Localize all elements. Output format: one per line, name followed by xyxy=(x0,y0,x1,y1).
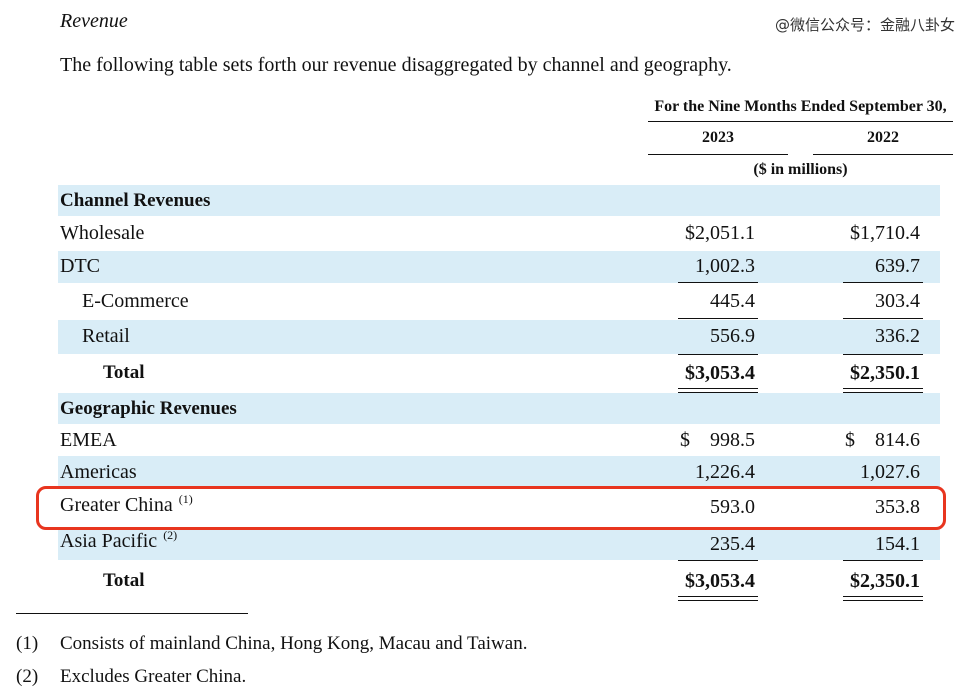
period-header: For the Nine Months Ended September 30, xyxy=(654,98,947,115)
dtc-2023: 1,002.3 xyxy=(695,255,755,277)
footnote-2-text: Excludes Greater China. xyxy=(60,666,247,687)
channel-total-double-underline-2022 xyxy=(843,388,923,393)
wholesale-2022: $1,710.4 xyxy=(850,222,920,244)
row-label-channel-total: Total xyxy=(103,362,145,383)
footnote-1-mark: (1) xyxy=(16,633,39,654)
channel-total-double-underline-2023 xyxy=(678,388,758,393)
footnote-1-text: Consists of mainland China, Hong Kong, M… xyxy=(60,633,528,654)
channel-total-2023: $3,053.4 xyxy=(685,362,755,384)
band-geo-title xyxy=(58,393,940,424)
row-label-americas: Americas xyxy=(60,461,137,483)
geo-total-2023: $3,053.4 xyxy=(685,570,755,592)
retail-2023: 556.9 xyxy=(710,325,755,347)
band-apac xyxy=(58,527,940,560)
geo-total-2022: $2,350.1 xyxy=(850,570,920,592)
row-label-retail: Retail xyxy=(82,325,130,347)
footnote-separator xyxy=(16,613,248,614)
americas-2023: 1,226.4 xyxy=(695,461,755,483)
footnote-ref-1: (1) xyxy=(178,492,193,506)
asia-pacific-2023: 235.4 xyxy=(710,533,755,555)
band-retail xyxy=(58,320,940,354)
watermark: @微信公众号：金融八卦女 xyxy=(774,16,955,34)
ecommerce-2022: 303.4 xyxy=(875,290,920,312)
dtc-2022: 639.7 xyxy=(875,255,920,277)
year-a-underline xyxy=(648,154,788,155)
geo-total-double-underline-2023 xyxy=(678,596,758,601)
footnote-ref-2: (2) xyxy=(163,528,178,542)
emea-2023: 998.5 xyxy=(710,429,755,451)
greater-china-2022: 353.8 xyxy=(875,496,920,518)
americas-2022: 1,027.6 xyxy=(860,461,920,483)
row-label-ecommerce: E-Commerce xyxy=(82,290,189,312)
ecommerce-underline-2023 xyxy=(678,318,758,319)
wholesale-2023: $2,051.1 xyxy=(685,222,755,244)
footnote-2-mark: (2) xyxy=(16,666,39,687)
retail-2022: 336.2 xyxy=(875,325,920,347)
band-americas xyxy=(58,456,940,487)
retail-underline-2023 xyxy=(678,354,758,355)
greater-china-2023: 593.0 xyxy=(710,496,755,518)
dtc-underline-2023 xyxy=(678,282,758,283)
dtc-underline-2022 xyxy=(843,282,923,283)
greater-china-highlight-box xyxy=(36,486,946,530)
row-label-emea: EMEA xyxy=(60,429,117,451)
emea-2022-currency: $ xyxy=(845,429,855,451)
asia-pacific-2022: 154.1 xyxy=(875,533,920,555)
asia-pacific-label: Asia Pacific xyxy=(60,530,158,552)
period-underline xyxy=(648,121,953,122)
apac-underline-2022 xyxy=(843,560,923,561)
channel-revenues-title: Channel Revenues xyxy=(60,190,211,211)
row-label-dtc: DTC xyxy=(60,255,100,277)
apac-underline-2023 xyxy=(678,560,758,561)
row-label-geo-total: Total xyxy=(103,570,145,591)
emea-2022: 814.6 xyxy=(875,429,920,451)
greater-china-label: Greater China xyxy=(60,494,173,516)
band-dtc xyxy=(58,251,940,283)
row-label-greater-china: Greater China (1) xyxy=(60,492,193,517)
year-2022-header: 2022 xyxy=(867,129,899,146)
retail-underline-2022 xyxy=(843,354,923,355)
row-label-wholesale: Wholesale xyxy=(60,222,145,244)
geographic-revenues-title: Geographic Revenues xyxy=(60,398,237,419)
intro-text: The following table sets forth our reven… xyxy=(60,54,732,76)
units-label: ($ in millions) xyxy=(753,161,848,178)
year-b-underline xyxy=(813,154,953,155)
row-label-asia-pacific: Asia Pacific (2) xyxy=(60,528,178,553)
ecommerce-2023: 445.4 xyxy=(710,290,755,312)
section-title: Revenue xyxy=(60,10,128,32)
channel-total-2022: $2,350.1 xyxy=(850,362,920,384)
ecommerce-underline-2022 xyxy=(843,318,923,319)
band-channel-title xyxy=(58,185,940,216)
year-2023-header: 2023 xyxy=(702,129,734,146)
geo-total-double-underline-2022 xyxy=(843,596,923,601)
emea-2023-currency: $ xyxy=(680,429,690,451)
